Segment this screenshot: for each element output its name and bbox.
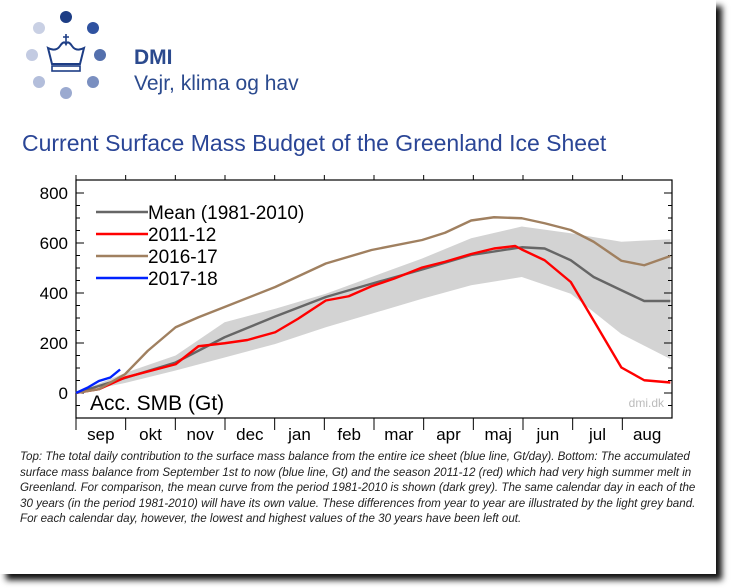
x-tick-label: sep xyxy=(87,425,114,444)
series-line-2011-12 xyxy=(75,244,671,395)
legend-label: 2017-18 xyxy=(148,269,218,290)
y-tick-label: 400 xyxy=(40,284,68,303)
x-tick-label: jan xyxy=(287,425,311,444)
x-tick-label: apr xyxy=(436,425,461,444)
x-tick-label: jul xyxy=(588,425,606,444)
page-title: Current Surface Mass Budget of the Green… xyxy=(22,130,607,156)
x-tick-label: feb xyxy=(337,425,361,444)
x-tick-label: nov xyxy=(186,425,214,444)
series-line-2016-17 xyxy=(75,216,671,395)
dmi-logo-icon xyxy=(26,11,106,99)
variability-band xyxy=(76,226,671,393)
y-tick-label: 0 xyxy=(59,384,68,403)
y-tick-label: 200 xyxy=(40,334,68,353)
y-axis-label: Acc. SMB (Gt) xyxy=(90,392,224,415)
x-tick-label: aug xyxy=(633,425,661,444)
legend-label: 2016-17 xyxy=(148,247,218,268)
smb-chart: 0 200 400 600 800 sep okt nov dec jan feb mar apr maj… xyxy=(40,175,673,444)
y-tick-label: 600 xyxy=(40,234,68,253)
x-tick-label: dec xyxy=(236,425,264,444)
legend-label: 2011-12 xyxy=(148,225,216,246)
x-tick-label: mar xyxy=(384,425,414,444)
x-tick-label: okt xyxy=(139,425,162,444)
figure-card: DMI Vejr, klima og hav Current Surface M… xyxy=(20,11,696,526)
x-tick-label: jun xyxy=(535,425,559,444)
watermark: dmi.dk xyxy=(629,396,665,410)
x-tick-label: maj xyxy=(484,425,511,444)
y-tick-label: 800 xyxy=(40,184,68,203)
brand-name: DMI xyxy=(134,46,173,69)
chart-caption: Top: The total daily contribution to the… xyxy=(20,450,696,526)
series-line-2017-18 xyxy=(75,368,121,395)
brand-tagline: Vejr, klima og hav xyxy=(134,72,299,95)
legend-label: Mean (1981-2010) xyxy=(148,203,304,224)
